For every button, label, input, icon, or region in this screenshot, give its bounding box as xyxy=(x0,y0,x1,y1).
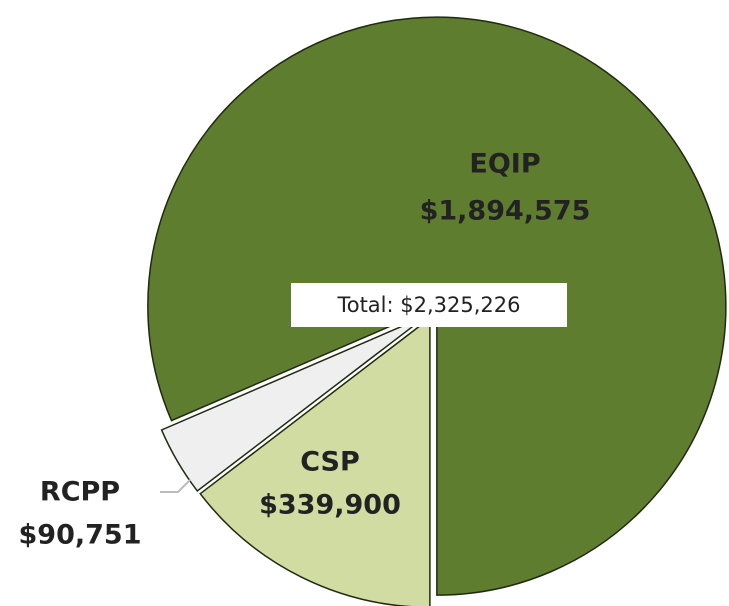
slice-label: RCPP xyxy=(40,477,120,508)
slice-label: EQIP xyxy=(469,149,540,180)
pie-slice xyxy=(160,314,428,493)
value-label: $339,900 xyxy=(259,490,401,521)
slice-label: CSP xyxy=(300,447,360,478)
value-label: $1,894,575 xyxy=(420,196,591,227)
pie-slice xyxy=(199,316,431,606)
total-label: Total: $2,325,226 xyxy=(336,293,520,317)
total-box xyxy=(291,283,567,327)
value-label: $90,751 xyxy=(19,520,142,551)
leader-line xyxy=(160,479,191,493)
